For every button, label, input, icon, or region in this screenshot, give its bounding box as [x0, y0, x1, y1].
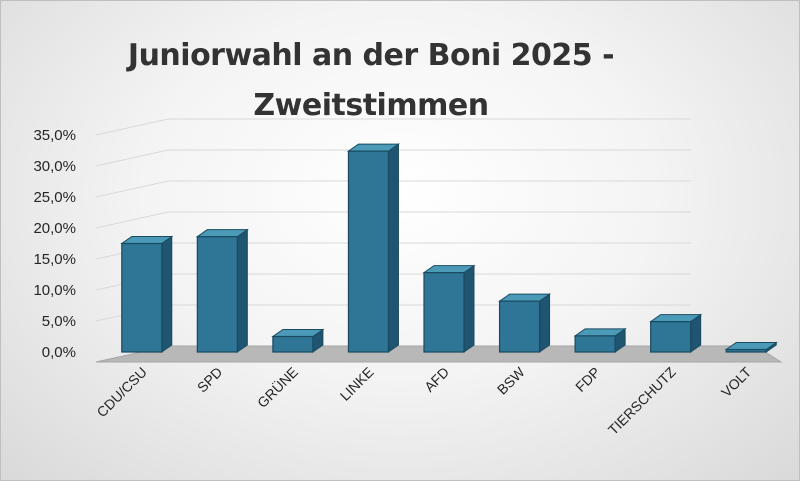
y-tick-label: 10,0%	[33, 282, 76, 299]
y-tick-label: 30,0%	[33, 158, 76, 175]
bar-side	[161, 235, 173, 353]
x-tick-label: FDP	[572, 364, 603, 395]
gridline-side	[95, 118, 169, 136]
chart-title: Juniorwahl an der Boni 2025 - Zweitstimm…	[127, 38, 615, 123]
x-tick-label: SPD	[194, 364, 226, 396]
y-tick-label: 0,0%	[42, 344, 76, 361]
gridline-side	[95, 180, 169, 198]
bar	[121, 242, 163, 353]
x-tick-label: GRÜNE	[253, 363, 301, 411]
y-tick-label: 20,0%	[33, 220, 76, 237]
x-tick-label: CDU/CSU	[93, 364, 149, 420]
bar	[725, 348, 767, 353]
bar-side	[387, 143, 399, 353]
x-tick-label: TIERSCHUTZ	[605, 363, 679, 437]
y-tick-label: 25,0%	[33, 189, 76, 206]
bar	[196, 236, 238, 353]
bar	[272, 335, 314, 353]
bar	[650, 321, 692, 353]
bar	[347, 150, 390, 353]
x-tick-label: VOLT	[718, 363, 755, 400]
x-tick-label: AFD	[421, 364, 452, 395]
y-tick-label: 35,0%	[33, 127, 76, 144]
bar-side	[539, 293, 551, 353]
bar-side	[463, 264, 475, 353]
x-tick-label: BSW	[494, 363, 528, 397]
bar	[498, 300, 541, 353]
bar-side	[236, 228, 248, 353]
x-tick-label: LINKE	[337, 364, 377, 404]
y-tick-label: 15,0%	[33, 251, 76, 268]
gridline-side	[95, 211, 169, 229]
y-tick-label: 5,0%	[42, 313, 76, 330]
bar	[574, 335, 616, 353]
bar	[423, 272, 465, 353]
gridline-side	[95, 149, 169, 167]
